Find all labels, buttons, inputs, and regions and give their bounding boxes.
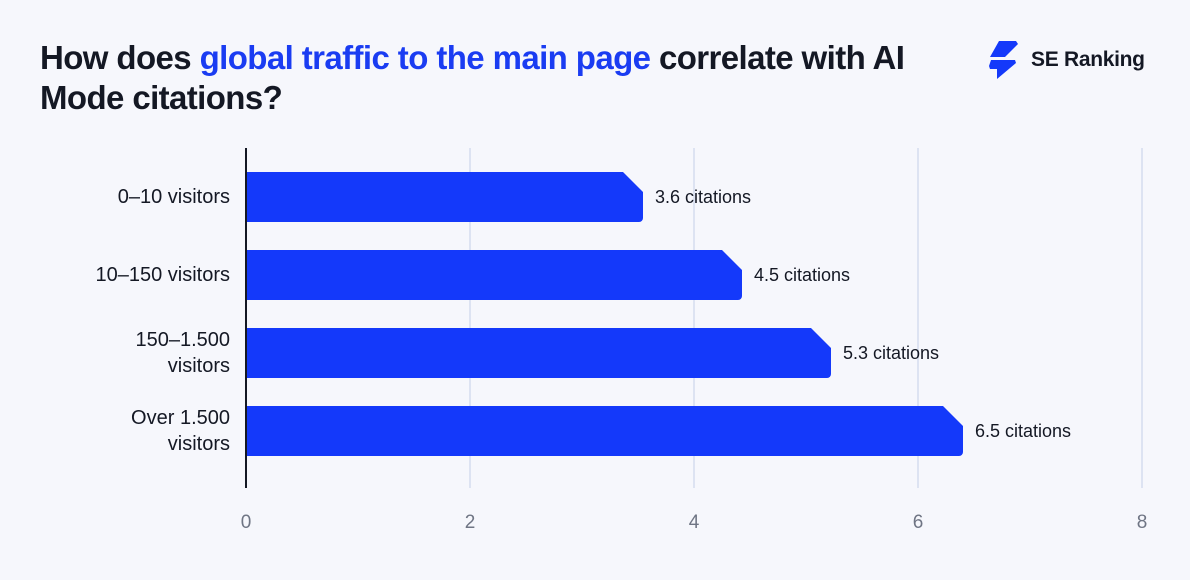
title-text-end: correlate with AI Mode citations?: [40, 39, 905, 116]
chart-title: How does global traffic to the main page…: [40, 38, 940, 118]
x-tick-label: 8: [1136, 512, 1148, 533]
x-tick-label: 2: [464, 512, 476, 533]
category-label: Over 1.500 visitors: [131, 407, 230, 455]
x-tick-label: 4: [688, 512, 700, 533]
category-label: 0–10 visitors: [117, 186, 230, 208]
se-ranking-logo-icon: [989, 41, 1018, 79]
gridline: [693, 148, 695, 488]
gridline: [469, 148, 471, 488]
data-label: 6.5 citations: [975, 421, 1072, 441]
data-label: 5.3 citations: [843, 343, 940, 363]
title-highlight: global traffic to the main page: [199, 39, 651, 76]
data-label: 4.5 citations: [754, 265, 851, 285]
gridline: [1141, 148, 1143, 488]
title-text: How does: [40, 39, 200, 76]
bar: [247, 250, 742, 300]
data-label: 3.6 citations: [655, 187, 752, 207]
x-tick-label: 6: [912, 512, 924, 533]
gridline: [917, 148, 919, 488]
brand-name: SE Ranking: [1031, 48, 1145, 71]
bar: [247, 328, 831, 378]
bar: [247, 172, 643, 222]
y-axis-line: [245, 148, 247, 488]
category-label: 10–150 visitors: [95, 264, 230, 286]
category-label: 150–1.500 visitors: [135, 329, 230, 377]
x-tick-label: 0: [240, 512, 252, 533]
bar: [247, 406, 963, 456]
brand-logo: SE Ranking: [985, 40, 1145, 80]
